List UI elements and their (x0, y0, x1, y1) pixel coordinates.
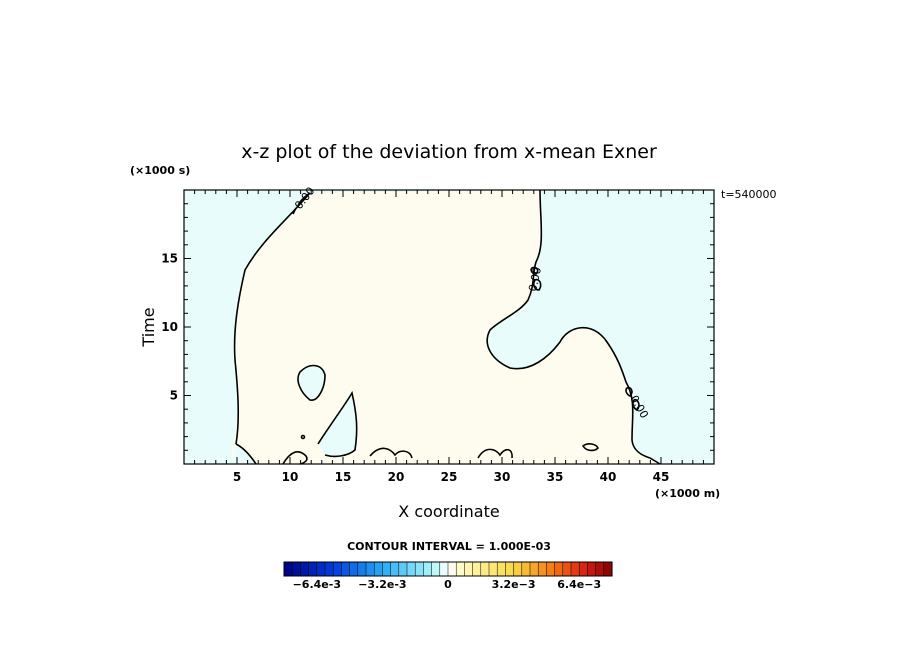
colorbar-bin (332, 561, 342, 577)
colorbar-tick-label: 6.4e−3 (557, 578, 601, 591)
x-unit-label: (×1000 m) (655, 487, 720, 500)
negative-island-fill (232, 444, 256, 464)
colorbar-bin (382, 561, 392, 577)
y-tick-label: 10 (161, 320, 178, 334)
small-contour-loop (581, 443, 599, 452)
colorbar-bin (349, 561, 359, 577)
colorbar-tick-labels: −6.4e-3 −3.2e-3 0 3.2e−3 6.4e−3 (293, 578, 602, 591)
zero-contours (233, 189, 661, 465)
main-contour-line (233, 192, 311, 445)
x-tick-label: 45 (653, 470, 670, 484)
colorbar-bin (406, 561, 416, 577)
bottom-contour-line (369, 447, 413, 459)
colorbar-bin (316, 561, 326, 577)
colorbar-bin (447, 561, 457, 577)
y-axis-label: Time (139, 307, 158, 347)
colorbar-bin (414, 561, 424, 577)
bottom-contour-line (477, 448, 513, 459)
colorbar-bin (488, 561, 498, 577)
x-axis-ticks: 5 10 15 20 25 30 35 40 45 (194, 190, 704, 484)
colorbar-bin (300, 561, 310, 577)
y-unit-label: (×1000 s) (130, 164, 190, 177)
colorbar-tick-label: 0 (444, 578, 452, 591)
colorbar-bin (357, 561, 367, 577)
colorbar-bin (513, 561, 523, 577)
colorbar-bin (390, 561, 400, 577)
small-contour-dot (300, 434, 306, 440)
contour-label-mark (292, 192, 311, 215)
contour-label: 0.00 (526, 266, 544, 293)
x-tick-label: 15 (335, 470, 352, 484)
colorbar-bin (578, 561, 588, 577)
colorbar-frame (283, 561, 613, 577)
chart-title: x-z plot of the deviation from x-mean Ex… (241, 141, 657, 163)
colorbar-bin (308, 561, 318, 577)
colorbar-bin (480, 561, 490, 577)
colorbar (283, 561, 613, 577)
colorbar-bin (398, 561, 408, 577)
y-axis-ticks: 5 10 15 (161, 203, 714, 451)
x-tick-label: 40 (600, 470, 617, 484)
y-tick-label: 5 (170, 389, 178, 403)
colorbar-bin (570, 561, 580, 577)
contour-interval-label: CONTOUR INTERVAL = 1.000E-03 (347, 540, 551, 553)
colorbar-bin (455, 561, 465, 577)
colorbar-bin (595, 561, 605, 577)
colorbar-bin (423, 561, 433, 577)
colorbar-bin (472, 561, 482, 577)
colorbar-bin (291, 561, 301, 577)
right-contour-line (486, 189, 661, 465)
colorbar-bin (505, 561, 515, 577)
x-tick-label: 30 (494, 470, 511, 484)
x-tick-label: 25 (441, 470, 458, 484)
colorbar-bin (546, 561, 556, 577)
positive-region-fill (232, 190, 660, 464)
x-tick-label: 10 (282, 470, 299, 484)
colorbar-bin (562, 561, 572, 577)
colorbar-bin (439, 561, 449, 577)
colorbar-bin (324, 561, 334, 577)
small-contour-loop (632, 398, 640, 411)
colorbar-bin (587, 561, 597, 577)
x-tick-label: 35 (547, 470, 564, 484)
colorbar-bin (529, 561, 539, 577)
colorbar-bin (373, 561, 383, 577)
bottom-contour-line (235, 443, 257, 465)
colorbar-tick-label: −6.4e-3 (293, 578, 341, 591)
island-contour-line (317, 390, 358, 458)
colorbar-bin (537, 561, 547, 577)
small-contour-loop (532, 278, 542, 291)
time-stamp-label: t=540000 (721, 188, 777, 201)
colorbar-bin (283, 561, 293, 577)
colorbar-tick-label: 3.2e−3 (492, 578, 536, 591)
island-contour-line (297, 364, 326, 401)
negative-island-fill (318, 393, 357, 457)
x-axis-label: X coordinate (398, 502, 499, 521)
colorbar-bin (554, 561, 564, 577)
colorbar-tick-label: −3.2e-3 (358, 578, 406, 591)
colorbar-bin (521, 561, 531, 577)
colorbar-bin (431, 561, 441, 577)
colorbar-bin (464, 561, 474, 577)
small-contour-loop (625, 386, 633, 397)
x-tick-label: 20 (388, 470, 405, 484)
y-tick-label: 15 (161, 252, 178, 266)
small-contour-loop (530, 266, 539, 275)
negative-island-fill (298, 365, 325, 401)
colorbar-bin (365, 561, 375, 577)
colorbar-bin (341, 561, 351, 577)
x-tick-label: 5 (233, 470, 241, 484)
colorbar-bin (496, 561, 506, 577)
colorbar-bin (603, 561, 613, 577)
